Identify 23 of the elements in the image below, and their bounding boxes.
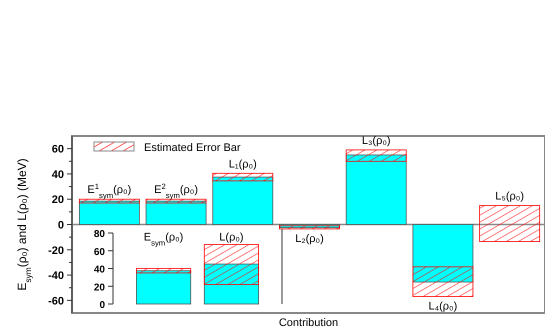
y-tick-label: 80 xyxy=(94,229,106,240)
legend-label: Estimated Error Bar xyxy=(144,142,241,154)
y-tick-label: 40 xyxy=(52,168,64,181)
x-tick-label: E$^{1}$$_{sym}$(ρ₀) xyxy=(87,182,132,200)
y-tick-label: -60 xyxy=(48,295,64,308)
x-tick-label: L₃(ρ₀) xyxy=(362,134,391,147)
x-axis-title: Contribution xyxy=(278,317,338,327)
y-tick-label: 60 xyxy=(94,246,106,258)
x-tick-label: L₂(ρ₀) xyxy=(295,232,324,245)
y-tick-label: 0 xyxy=(58,220,64,232)
x-tick-label: L₁(ρ₀) xyxy=(228,158,257,170)
x-tick-label: E$_{sym}$(ρ₀) xyxy=(144,232,184,248)
x-tick-label: E$^{2}$$_{sym}$(ρ₀) xyxy=(154,182,198,200)
x-tick-label: L₄(ρ₀) xyxy=(428,300,458,313)
x-tick-label: L(ρ₀) xyxy=(219,232,244,244)
y-tick-label: 20 xyxy=(94,282,106,294)
y-tick-label: 0 xyxy=(99,300,106,311)
x-tick-label: L₅(ρ₀) xyxy=(495,190,524,203)
y-tick-label: 20 xyxy=(52,194,64,206)
y-tick-label: -40 xyxy=(48,270,64,282)
y-tick-label: -20 xyxy=(48,244,64,257)
y-tick-label: 60 xyxy=(52,144,64,156)
y-tick-label: 40 xyxy=(94,264,106,276)
